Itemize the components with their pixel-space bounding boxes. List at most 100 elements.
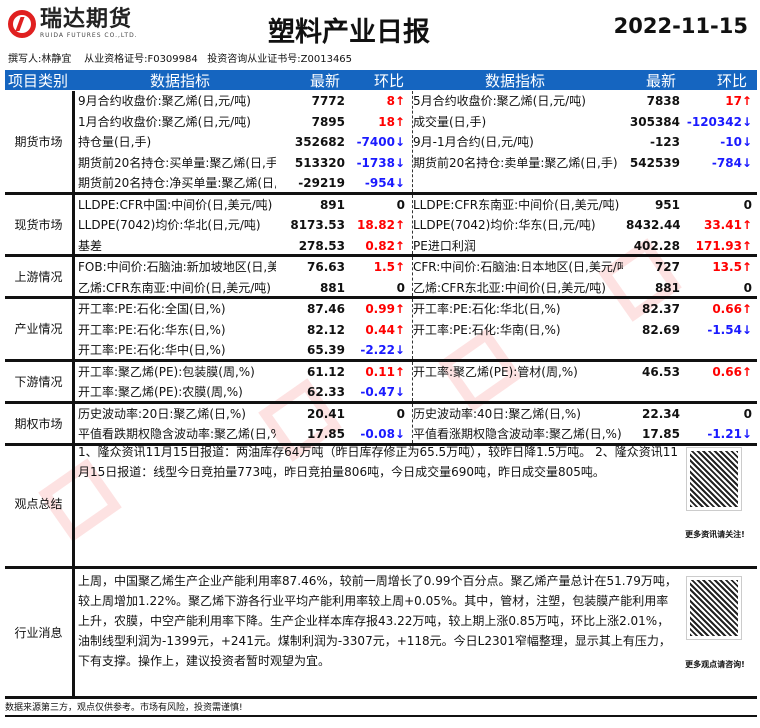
section-category: 观点总结 — [5, 440, 75, 566]
change-value: 0 — [743, 197, 752, 212]
latest-value: -29219 — [298, 176, 345, 190]
company-logo: 瑞达期货 RUIDA FUTURES CO.,LTD. — [8, 8, 138, 39]
latest-value: 542539 — [629, 155, 680, 170]
metric-name: LLDPE(7042)均价:华东(日,元/吨) — [413, 218, 596, 232]
logo-icon — [8, 9, 36, 38]
column-divider — [412, 403, 413, 443]
col-metric: 数据指标 — [150, 71, 211, 90]
section-category: 上游情况 — [5, 257, 75, 296]
change-value: 8↑ — [386, 94, 405, 108]
metric-name: 期货前20名持仓:买单量:聚乙烯(日,手) — [78, 155, 276, 170]
latest-value: 305384 — [629, 114, 680, 129]
summary-section: 观点总结 1、隆众资讯11月15日报道：两油库存64万吨（昨日库存修正为65.5… — [5, 440, 757, 569]
metric-name: 开工率:聚乙烯(PE):包装膜(周,%) — [78, 364, 255, 379]
latest-value: 881 — [654, 280, 680, 295]
change-value: 0 — [396, 197, 405, 212]
section-category: 产业情况 — [5, 299, 75, 359]
change-value: -120342↓ — [686, 114, 752, 129]
latest-value: 891 — [319, 197, 345, 212]
change-value: -954↓ — [364, 176, 405, 190]
col-metric-2: 数据指标 — [485, 71, 546, 90]
metric-name: 平值看跌期权隐含波动率:聚乙烯(日,%) — [78, 427, 276, 441]
metric-name: 开工率:PE:石化:华南(日,%) — [413, 322, 561, 337]
section-category: 下游情况 — [5, 361, 75, 401]
change-value: -1.54↓ — [707, 322, 752, 337]
latest-value: 17.85 — [642, 427, 680, 441]
change-value: 0.66↑ — [712, 302, 752, 316]
latest-value: 46.53 — [642, 364, 680, 379]
column-divider — [412, 194, 413, 254]
col-category: 项目类别 — [8, 71, 69, 90]
latest-value: 20.41 — [307, 406, 345, 421]
section-category: 行业消息 — [5, 569, 75, 696]
footer-rule — [5, 715, 757, 717]
section-category: 现货市场 — [5, 194, 75, 254]
metric-name: LLDPE:CFR中国:中间价(日,美元/吨) — [78, 197, 273, 212]
change-value: 0.44↑ — [365, 322, 405, 337]
latest-value: 76.63 — [307, 260, 345, 274]
latest-value: 513320 — [294, 155, 345, 170]
change-value: 0 — [743, 280, 752, 295]
change-value: 17↑ — [725, 94, 752, 108]
change-value: -1.21↓ — [707, 427, 752, 441]
metric-name: 持仓量(日,手) — [78, 135, 152, 149]
col-latest-2: 最新 — [646, 71, 677, 90]
change-value: 33.41↑ — [703, 218, 752, 232]
metric-name: PE进口利润 — [413, 238, 476, 253]
change-value: -10↓ — [720, 135, 752, 149]
latest-value: -123 — [649, 135, 680, 149]
metric-name: FOB:中间价:石脑油:新加坡地区(日,美元/吨) — [78, 260, 276, 274]
metric-name: 开工率:PE:石化:华东(日,%) — [78, 322, 226, 337]
latest-value: 82.69 — [642, 322, 680, 337]
change-value: 0 — [396, 280, 405, 295]
latest-value: 8432.44 — [626, 218, 680, 232]
change-value: -0.47↓ — [360, 385, 405, 399]
summary-text: 1、隆众资讯11月15日报道：两油库存64万吨（昨日库存修正为65.5万吨），较… — [78, 445, 678, 479]
metric-name: 9月-1月合约(日,元/吨) — [413, 135, 534, 149]
change-value: 0 — [396, 406, 405, 421]
latest-value: 22.34 — [642, 406, 680, 421]
change-value: 0 — [743, 406, 752, 421]
metric-name: 成交量(日,手) — [413, 114, 487, 129]
metric-name: LLDPE:CFR东南亚:中间价(日,美元/吨) — [413, 197, 620, 212]
latest-value: 82.12 — [307, 322, 345, 337]
latest-value: 727 — [654, 260, 680, 274]
section-0: 期货市场 9月合约收盘价:聚乙烯(日,元/吨) 7772 8↑ 1月合约收盘价:聚乙烯(… — [5, 91, 757, 195]
latest-value: 7772 — [311, 94, 345, 108]
column-divider — [412, 91, 413, 192]
author-line: 撰写人:林静宜 从业资格证号:F0309984 投资咨询从业证书号:Z00134… — [8, 54, 353, 65]
latest-value: 65.39 — [307, 343, 345, 357]
section-category: 期权市场 — [5, 403, 75, 443]
latest-value: 8173.53 — [290, 218, 345, 232]
latest-value: 7895 — [311, 114, 345, 129]
change-value: 13.5↑ — [712, 260, 752, 274]
change-value: 18.82↑ — [356, 218, 405, 232]
metric-name: 基差 — [78, 238, 103, 253]
section-4: 下游情况 开工率:聚乙烯(PE):包装膜(周,%) 61.12 0.11↑ 开工率:聚乙… — [5, 361, 757, 404]
metric-name: 乙烯:CFR东北亚:中间价(日,美元/吨) — [413, 280, 606, 295]
metric-name: 期货前20名持仓:卖单量:聚乙烯(日,手) — [413, 155, 618, 170]
latest-value: 7838 — [646, 94, 680, 108]
change-value: 171.93↑ — [695, 238, 752, 253]
qr-caption: 更多资讯请关注! — [685, 530, 745, 539]
metric-name: 开工率:PE:石化:全国(日,%) — [78, 302, 226, 316]
change-value: 0.66↑ — [712, 364, 752, 379]
column-divider — [412, 257, 413, 296]
change-value: 18↑ — [378, 114, 405, 129]
section-1: 现货市场 LLDPE:CFR中国:中间价(日,美元/吨) 891 0 LLDPE(704… — [5, 194, 757, 257]
metric-name: 期货前20名持仓:净买单量:聚乙烯(日,手) — [78, 176, 276, 190]
latest-value: 82.37 — [642, 302, 680, 316]
latest-value: 402.28 — [633, 238, 680, 253]
latest-value: 61.12 — [307, 364, 345, 379]
qr-code-icon — [686, 447, 742, 511]
change-value: -2.22↓ — [360, 343, 405, 357]
metric-name: 乙烯:CFR东南亚:中间价(日,美元/吨) — [78, 280, 271, 295]
change-value: 0.82↑ — [365, 238, 405, 253]
change-value: -1738↓ — [356, 155, 405, 170]
change-value: -784↓ — [711, 155, 752, 170]
latest-value: 87.46 — [307, 302, 345, 316]
metric-name: CFR:中间价:石脑油:日本地区(日,美元/吨) — [413, 260, 623, 274]
latest-value: 17.85 — [307, 427, 345, 441]
metric-name: 开工率:PE:石化:华中(日,%) — [78, 343, 226, 357]
